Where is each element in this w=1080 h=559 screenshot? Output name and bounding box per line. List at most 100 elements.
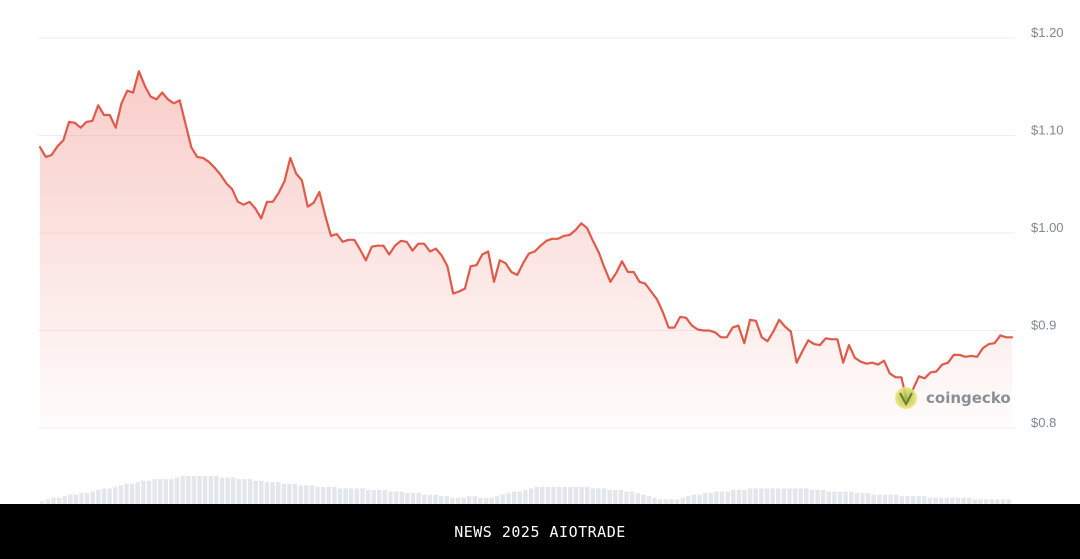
- volume-bar: [96, 490, 101, 504]
- price-line: [38, 70, 1014, 404]
- watermark-brand: coingecko: [926, 389, 1011, 407]
- volume-bar: [961, 497, 966, 504]
- y-tick-label: $1.00: [1031, 220, 1064, 235]
- volume-bar: [455, 497, 461, 504]
- volume-bar: [635, 493, 640, 504]
- volume-bar: [500, 494, 506, 504]
- volume-bar: [118, 485, 124, 504]
- volume-bar: [326, 486, 331, 504]
- volume-bar: [731, 490, 736, 504]
- volume-bar: [618, 490, 624, 504]
- volume-bar: [1006, 499, 1011, 504]
- volume-bar: [753, 488, 758, 504]
- volume-bar: [197, 476, 202, 504]
- volume-bar: [422, 494, 427, 504]
- volume-bar: [927, 497, 933, 504]
- y-axis-ticks: $1.20 $1.10 $1.00 $0.9 $0.8: [1031, 25, 1064, 430]
- volume-bar: [596, 488, 601, 504]
- volume-bar: [495, 496, 500, 504]
- volume-bar: [433, 494, 438, 504]
- volume-bar: [90, 491, 95, 504]
- volume-bar: [315, 486, 320, 504]
- volume-bar: [540, 486, 545, 504]
- volume-bar: [585, 486, 590, 504]
- volume-bar: [995, 499, 1000, 504]
- volume-bar: [259, 480, 264, 504]
- volume-bar: [972, 499, 978, 504]
- y-tick-label: $0.9: [1031, 318, 1056, 333]
- volume-bar: [792, 488, 798, 504]
- volume-bar: [247, 479, 253, 504]
- volume-bar: [332, 486, 337, 504]
- volume-bar: [405, 493, 410, 504]
- volume-bar: [551, 486, 556, 504]
- volume-bar: [646, 496, 652, 504]
- volume-bar: [798, 488, 803, 504]
- volume-bar: [107, 488, 112, 504]
- volume-bar: [742, 490, 747, 504]
- y-tick-label: $1.10: [1031, 123, 1064, 138]
- volume-bar: [349, 488, 354, 504]
- volume-bar: [208, 476, 213, 504]
- volume-bar: [849, 491, 854, 504]
- volume-bar: [832, 491, 837, 504]
- volume-bar: [545, 486, 551, 504]
- volume-bar: [905, 496, 910, 504]
- volume-bar: [444, 496, 449, 504]
- coingecko-logo-icon: [895, 387, 917, 409]
- volume-bar: [478, 497, 483, 504]
- volume-bar: [736, 490, 742, 504]
- volume-bar: [641, 494, 646, 504]
- volume-bar: [922, 496, 927, 504]
- volume-bar: [658, 499, 663, 504]
- y-tick-label: $1.20: [1031, 25, 1064, 40]
- volume-bar: [865, 493, 871, 504]
- volume-bar: [837, 491, 843, 504]
- volume-bar: [590, 488, 595, 504]
- volume-bar: [214, 476, 219, 504]
- volume-bar: [382, 490, 388, 504]
- volume-bar: [129, 483, 135, 504]
- volume-bar: [607, 490, 612, 504]
- volume-bar: [950, 497, 955, 504]
- volume-bar: [882, 494, 888, 504]
- volume-bar: [747, 488, 753, 504]
- volume-bar: [894, 494, 899, 504]
- volume-bar: [573, 486, 579, 504]
- volume-bar: [506, 493, 511, 504]
- volume-bar: [860, 493, 865, 504]
- volume-bar: [202, 476, 208, 504]
- volume-bar: [697, 494, 702, 504]
- volume-bar: [158, 479, 163, 504]
- volume-bar: [877, 494, 882, 504]
- volume-bar: [579, 486, 584, 504]
- volume-bar: [450, 497, 455, 504]
- volume-bar: [388, 491, 393, 504]
- volume-bar: [141, 480, 146, 504]
- volume-bar: [101, 488, 107, 504]
- volume-bar: [821, 490, 826, 504]
- volume-bar: [472, 496, 477, 504]
- volume-bar: [40, 500, 45, 504]
- volume-bar: [871, 494, 876, 504]
- volume-bar: [354, 488, 359, 504]
- volume-bar: [68, 494, 73, 504]
- volume-bar: [174, 477, 180, 504]
- volume-bar: [231, 477, 236, 504]
- volume-bar: [467, 496, 472, 504]
- volume-bar: [680, 497, 685, 504]
- volume-bar: [264, 482, 270, 504]
- volume-bar: [629, 491, 635, 504]
- volume-bar: [556, 486, 562, 504]
- volume-bar: [276, 482, 281, 504]
- volume-bar: [298, 485, 303, 504]
- volume-bar: [394, 491, 399, 504]
- volume-bar: [79, 493, 84, 504]
- volume-bar: [84, 493, 90, 504]
- volume-bar: [809, 490, 815, 504]
- volume-bar: [219, 477, 225, 504]
- volume-bar: [270, 482, 275, 504]
- volume-bar: [512, 491, 517, 504]
- volume-bar: [719, 491, 725, 504]
- volume-bar: [517, 491, 522, 504]
